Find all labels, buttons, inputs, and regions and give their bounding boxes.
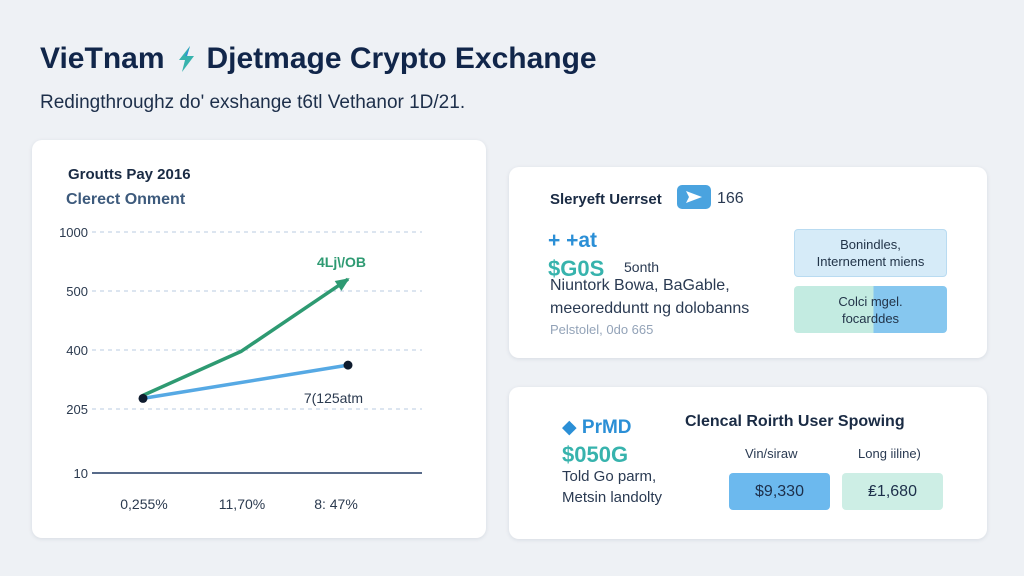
series-line-green	[142, 277, 349, 397]
send-icon	[677, 185, 711, 209]
uplift-card: Sleryeft Uerrset 166 + +at $G0S 5onth Ni…	[509, 167, 987, 358]
uplift-value-note: 5onth	[624, 259, 660, 275]
internement-box[interactable]: Bonindles, Internement miens	[794, 229, 947, 277]
series-arrow-green	[334, 278, 350, 291]
uplift-title: Sleryeft Uerrset	[550, 191, 662, 208]
growth-chart-card: 1000 500 400 205 10 0,255% 11,70% 8: 47% 4Lj\/OB…	[32, 140, 486, 538]
y-tick-label: 205	[66, 402, 88, 417]
box1-line1: Bonindles,	[840, 237, 901, 252]
box2-line2: focarddes	[841, 310, 900, 326]
users-text-line1: Told Go parm,	[562, 468, 657, 485]
users-amount-button-1[interactable]: $9,330	[729, 473, 830, 510]
x-tick-label: 0,255%	[120, 496, 167, 512]
y-tick-label: 10	[74, 466, 88, 481]
chart-subtitle: Clerect Onment	[66, 191, 186, 208]
box2-line1: Colci mgel.	[838, 293, 903, 309]
y-tick-label: 400	[66, 343, 88, 358]
series-point-end	[343, 360, 353, 370]
page-title: VieTnam Djetmage Crypto Exchange	[40, 42, 597, 76]
title-left: VieTnam	[40, 42, 165, 75]
users-label-1: Vin/siraw	[745, 446, 798, 461]
growth-line-chart: 1000 500 400 205 10 0,255% 11,70% 8: 47% 4Lj\/OB…	[59, 225, 422, 512]
users-label-2: Long iiline)	[858, 446, 921, 461]
user-growth-card: ◆ PrMD $050G Told Go parm, Metsin landol…	[509, 387, 987, 539]
title-right: Djetmage Crypto Exchange	[206, 42, 597, 75]
series-line-blue	[141, 363, 350, 401]
y-tick-label: 1000	[59, 225, 88, 240]
users-mark: ◆ PrMD	[562, 417, 632, 438]
series-annotation-blue: 7(125atm	[304, 390, 363, 406]
uplift-mark: + +at	[548, 229, 598, 252]
uplift-text-line1: Niuntork Bowa, BaGable,	[550, 277, 730, 294]
lightning-leaf-icon	[173, 44, 199, 74]
uplift-text-line2: meeoredduntt ng dolobanns	[550, 300, 750, 317]
box1-line2: Internement miens	[816, 254, 925, 269]
x-tick-label: 11,70%	[219, 496, 265, 512]
uplift-text-line3: Pelstolel, 0do 665	[550, 322, 654, 337]
users-title: Clencal Roirth User Spowing	[685, 413, 905, 430]
uplift-value: $G0S	[548, 256, 605, 281]
focarddes-box[interactable]: Colci mgel. focarddes	[794, 286, 947, 333]
series-point-start	[138, 393, 148, 403]
x-tick-label: 8: 47%	[314, 496, 358, 512]
users-value: $050G	[562, 442, 629, 467]
uplift-count: 166	[717, 190, 744, 207]
users-amount-button-2[interactable]: ₤1,680	[842, 473, 943, 510]
y-tick-label: 500	[66, 284, 88, 299]
series-annotation-green: 4Lj\/OB	[317, 254, 366, 270]
page-subtitle: Redingthroughz do' exshange t6tl Vethano…	[40, 92, 466, 113]
users-text-line2: Metsin landolty	[562, 489, 663, 506]
chart-title: Groutts Pay 2016	[68, 166, 191, 183]
